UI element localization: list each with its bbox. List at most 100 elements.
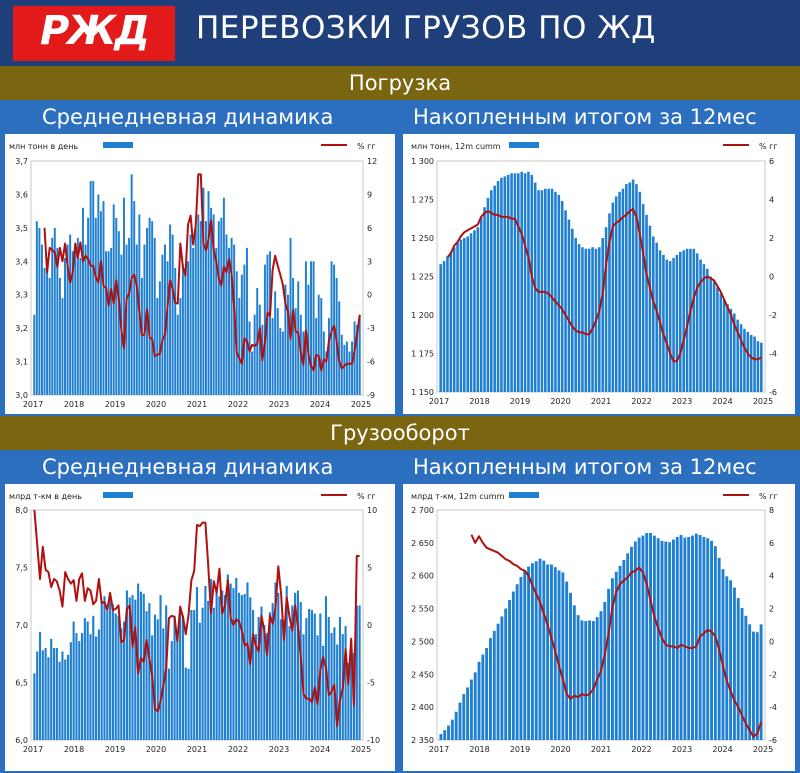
x-tick-label: 2021: [187, 400, 207, 409]
bar: [202, 187, 205, 395]
bar: [61, 651, 64, 740]
legend-bar-swatch: [103, 142, 133, 148]
bar: [232, 588, 235, 740]
bar: [48, 278, 51, 395]
bar: [458, 702, 462, 740]
bar: [212, 607, 215, 740]
bar: [308, 608, 311, 740]
bar: [266, 633, 269, 740]
bar: [739, 324, 743, 392]
bar: [156, 298, 159, 395]
bar: [166, 261, 169, 395]
bar: [281, 331, 284, 395]
bar: [176, 314, 179, 395]
bar: [240, 274, 243, 395]
bar: [260, 606, 263, 740]
bar: [69, 642, 72, 740]
bar: [625, 184, 628, 392]
bar: [544, 188, 547, 392]
x-tick-label: 2019: [105, 745, 125, 754]
bar: [212, 214, 215, 395]
bar: [99, 211, 102, 395]
bar: [294, 592, 297, 740]
bar: [356, 324, 359, 395]
bar: [527, 566, 531, 740]
bar: [454, 711, 458, 740]
bar: [111, 604, 114, 740]
legend-bar-label: млн тонн в день: [9, 142, 78, 151]
bar: [174, 267, 177, 395]
y-left-tick-label: 1 300: [411, 157, 434, 166]
bar: [197, 214, 200, 395]
bar: [307, 284, 310, 395]
bar: [123, 197, 125, 395]
bar: [120, 628, 123, 740]
plot-area: [30, 160, 364, 396]
bar: [442, 261, 446, 392]
turnover-right-subtitle: Накопленным итогом за 12мес: [413, 455, 757, 479]
bar: [338, 301, 341, 395]
bar: [439, 734, 443, 740]
bar: [691, 535, 694, 740]
bar: [496, 181, 500, 392]
bar: [76, 237, 79, 395]
bar: [143, 244, 146, 395]
bar: [452, 247, 456, 392]
chart-loading-daily: млн тонн в день % гг 3,0 3,1 3,2 3,3 3,4 3,5 3,6…: [5, 134, 395, 414]
bar: [759, 624, 763, 740]
bar: [258, 304, 261, 395]
bar: [110, 247, 113, 395]
bar: [713, 546, 717, 740]
y-left-tick-label: 3,0: [15, 391, 28, 400]
bar: [353, 321, 356, 395]
bar: [248, 321, 251, 395]
y-right-tick-label: 3: [367, 257, 372, 266]
bar: [598, 247, 601, 392]
bar: [473, 230, 476, 392]
bar: [246, 247, 248, 395]
legend-bar-swatch: [103, 492, 133, 498]
bar: [599, 611, 603, 740]
bar: [692, 248, 696, 392]
y-right-tick-label: 8: [769, 506, 774, 515]
bar: [151, 635, 154, 740]
bar: [97, 629, 100, 740]
bar: [170, 641, 173, 740]
x-tick-label: 2020: [550, 745, 570, 754]
bar: [628, 182, 631, 392]
y-right-tick-label: -9: [367, 391, 375, 400]
rzd-logo: РЖД: [13, 6, 175, 61]
bar: [95, 636, 98, 740]
y-left-tick-label: 2 450: [411, 670, 434, 679]
bar: [322, 645, 325, 740]
bar: [83, 618, 86, 740]
bar: [655, 242, 658, 392]
bar: [282, 620, 285, 740]
bar: [97, 194, 100, 395]
bar: [215, 247, 218, 395]
bar: [125, 244, 128, 395]
bar: [253, 314, 256, 395]
bar: [66, 244, 69, 395]
bar: [237, 592, 241, 740]
y-right-tick-label: 4: [769, 572, 774, 581]
bar: [287, 294, 289, 395]
bar: [580, 620, 584, 740]
bar: [251, 351, 254, 395]
bar: [493, 185, 496, 392]
bar: [668, 542, 672, 740]
bar: [652, 535, 656, 740]
x-tick-label: 2017: [429, 745, 449, 754]
bar: [51, 237, 54, 395]
bar: [215, 592, 218, 740]
y-right-tick-label: 2: [769, 605, 774, 614]
x-tick-label: 2021: [591, 745, 611, 754]
bar: [355, 605, 358, 740]
bar: [702, 264, 706, 392]
bar: [89, 634, 92, 740]
bar: [744, 615, 748, 740]
y-left-tick-label: 6,0: [15, 736, 28, 745]
bar: [64, 659, 67, 740]
bar: [130, 174, 133, 395]
bar: [114, 613, 117, 740]
